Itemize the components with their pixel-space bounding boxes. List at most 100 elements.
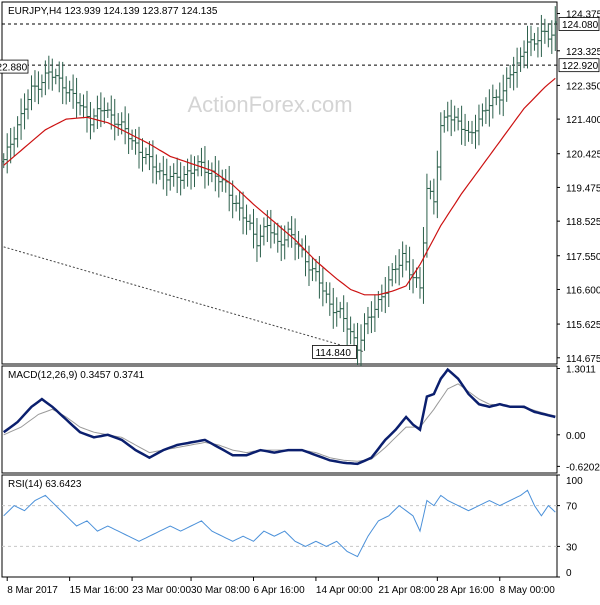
time-axis-label: 14 Apr 00:00: [316, 585, 373, 596]
ohlc-bar: [251, 208, 256, 249]
ohlc-bar: [279, 225, 284, 262]
rsi-axis-label: 30: [566, 542, 578, 553]
ohlc-bar: [22, 93, 27, 130]
rsi-panel-title: RSI(14) 63.6423: [8, 479, 82, 490]
time-axis-label: 6 Apr 16:00: [253, 585, 305, 596]
price-panel-frame: [1, 1, 558, 365]
low-annotation-box: [312, 345, 357, 359]
ohlc-bar: [53, 68, 58, 85]
ohlc-bar: [476, 104, 481, 146]
ohlc-bar: [501, 74, 506, 117]
ohlc-bar: [532, 32, 537, 51]
ohlc-bar: [275, 222, 280, 253]
ohlc-bar: [161, 156, 166, 190]
ohlc-bar: [393, 255, 398, 284]
time-axis-label: 28 Apr 16:00: [437, 585, 494, 596]
ohlc-bar: [331, 287, 336, 329]
price-axis-label: 117.550: [566, 252, 600, 263]
price-axis-label: 124.375: [566, 10, 600, 21]
time-axis-label: 15 Mar 16:00: [70, 585, 129, 596]
macd-panel-frame: [1, 365, 558, 474]
ohlc-bar: [123, 106, 128, 145]
ohlc-bar: [154, 154, 159, 185]
ohlc-bar: [518, 47, 523, 72]
rsi-line: [3, 489, 556, 558]
rsi-axis-label: 0: [566, 568, 572, 579]
ohlc-bar: [57, 61, 62, 93]
ohlc-bar: [227, 165, 232, 212]
ohlc-bar: [424, 173, 429, 258]
ohlc-bar: [116, 113, 121, 136]
ohlc-bar: [102, 97, 107, 124]
ohlc-bar: [143, 147, 148, 165]
ohlc-bar: [268, 209, 273, 249]
ohlc-bar: [157, 162, 162, 180]
ohlc-bar: [497, 82, 502, 115]
price-axis-label: 118.525: [566, 217, 600, 228]
ohlc-bar: [78, 93, 83, 116]
ohlc-bar: [452, 105, 457, 132]
high-annotation-label: 122.880: [0, 63, 28, 74]
ohlc-bar: [105, 102, 110, 119]
ohlc-bar: [199, 147, 204, 177]
rsi-panel-frame: [1, 474, 558, 578]
price-axis-label: 123.325: [566, 47, 600, 58]
watermark-text: ActionForex.com: [187, 92, 352, 117]
ohlc-bar: [254, 218, 259, 262]
ohlc-bar: [438, 112, 443, 181]
ohlc-bar: [19, 98, 24, 140]
ohlc-bar: [182, 165, 187, 189]
ohlc-bar: [64, 76, 69, 105]
ohlc-bar: [334, 297, 339, 327]
ohlc-bar: [209, 162, 214, 183]
ohlc-bar: [442, 110, 447, 133]
ohlc-bar: [463, 113, 468, 146]
ohlc-bar: [95, 95, 100, 129]
ohlc-bar: [258, 224, 263, 258]
ohlc-bar: [528, 25, 533, 57]
ohlc-bar: [369, 301, 374, 334]
macd-panel-title: MACD(12,26,9) 0.3457 0.3741: [8, 370, 145, 381]
support-trendline: [3, 246, 365, 353]
ohlc-bar: [39, 74, 44, 98]
ohlc-bar: [91, 108, 96, 133]
price-axis-label: 121.400: [566, 115, 600, 126]
macd-axis-label: 1.3011: [566, 364, 596, 375]
ohlc-bar: [352, 323, 357, 346]
ohlc-bar: [345, 302, 350, 346]
ohlc-bar: [431, 178, 436, 215]
ohlc-bar: [404, 244, 409, 271]
price-axis-label: 119.475: [566, 183, 600, 194]
ohlc-bar: [539, 14, 544, 57]
ohlc-bar: [449, 99, 454, 137]
ohlc-bar: [508, 64, 513, 89]
price-tag-label: 124.080: [562, 20, 599, 31]
macd-axis-label: 0.00: [566, 431, 586, 442]
ohlc-bar: [237, 190, 242, 221]
ohlc-bar: [137, 126, 142, 169]
ohlc-bar: [84, 90, 89, 133]
ohlc-bar: [60, 61, 65, 105]
price-panel: 124.375 123.325 122.350 121.400 120.425 119.4…: [0, 6, 600, 367]
rsi-axis-label: 70: [566, 502, 578, 513]
ohlc-bar: [553, 6, 558, 52]
ohlc-bar: [206, 160, 211, 186]
ohlc-bar: [466, 120, 471, 142]
ohlc-bar: [303, 235, 308, 277]
rsi-axis-label: 100: [566, 476, 583, 487]
macd-axis-label: -0.6202: [566, 462, 600, 473]
moving-average-line: [3, 77, 556, 296]
price-axis-label: 114.675: [566, 354, 600, 365]
rsi-panel: 100 70 30 0 RSI(14) 63.6423: [2, 474, 583, 579]
ohlc-bar: [504, 67, 509, 102]
ohlc-bar: [473, 114, 478, 149]
ohlc-bar: [272, 223, 277, 244]
ohlc-bar: [320, 267, 325, 307]
ohlc-bar: [525, 25, 530, 69]
ohlc-bar: [192, 156, 197, 188]
ohlc-bar: [428, 180, 433, 200]
ohlc-bar: [12, 126, 17, 157]
ohlc-bar: [46, 55, 51, 90]
